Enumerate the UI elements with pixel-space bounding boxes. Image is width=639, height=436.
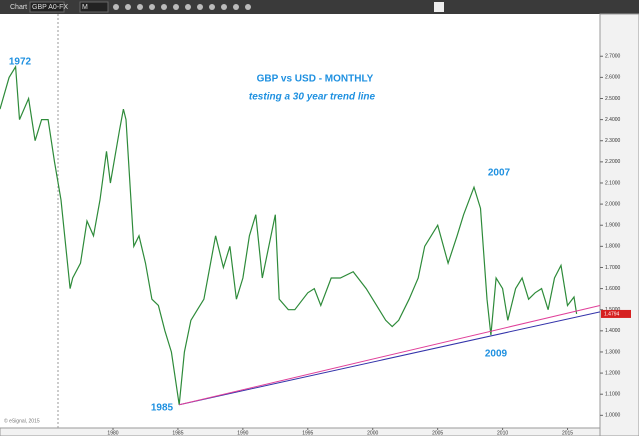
y-tick-label: 2.1000 [605,180,621,186]
toolbar-icons [113,4,251,10]
trend-line [179,305,601,406]
x-tick-label: 2010 [497,430,508,436]
y-tick-label: 1.1000 [605,392,621,398]
x-tick-label: 1980 [107,430,118,436]
interval[interactable]: M [82,4,88,11]
x-tick-label: 1990 [237,430,248,436]
copyright: © eSignal, 2015 [4,417,40,424]
price-label: 1.4794 [604,311,620,317]
annotation: 1985 [151,403,174,414]
toolbar [0,0,639,14]
chart-title: GBP vs USD - MONTHLY [257,74,374,85]
y-tick-label: 2.6000 [605,75,621,81]
y-tick-label: 2.3000 [605,138,621,144]
annotation: 2009 [485,349,508,360]
y-tick-label: 1.4000 [605,328,621,334]
y-tick-label: 2.7000 [605,54,621,60]
price-label-box [601,309,631,318]
chart-subtitle: testing a 30 year trend line [249,92,376,103]
y-tick-label: 2.0000 [605,201,621,207]
x-axis-area [0,427,601,436]
y-tick-label: 1.0000 [605,413,621,419]
trend-line [179,311,601,406]
y-tick-label: 2.5000 [605,96,621,102]
y-tick-label: 1.9000 [605,223,621,229]
y-tick-label: 2.2000 [605,159,621,165]
x-tick-label: 2015 [562,430,573,436]
y-tick-label: 1.6000 [605,286,621,292]
app-name: Chart [10,4,27,11]
annotation: 2007 [488,168,511,179]
symbol-box[interactable] [29,1,65,13]
y-tick-label: 1.7000 [605,265,621,271]
y-tick-label: 2.4000 [605,117,621,123]
plot-area [0,14,600,428]
symbol[interactable]: GBP A0-FX [32,4,68,11]
y-tick-label: 1.8000 [605,244,621,250]
x-tick-label: 2005 [432,430,443,436]
toolbar-button[interactable] [434,2,444,12]
price-line [0,64,578,405]
annotation: 1972 [9,57,32,68]
interval-box[interactable] [79,1,109,13]
y-tick-label: 1.3000 [605,349,621,355]
x-tick-label: 2000 [367,430,378,436]
y-tick-label: 1.2000 [605,370,621,376]
x-tick-label: 1985 [172,430,183,436]
x-tick-label: 1995 [302,430,313,436]
y-axis-area [599,13,639,436]
